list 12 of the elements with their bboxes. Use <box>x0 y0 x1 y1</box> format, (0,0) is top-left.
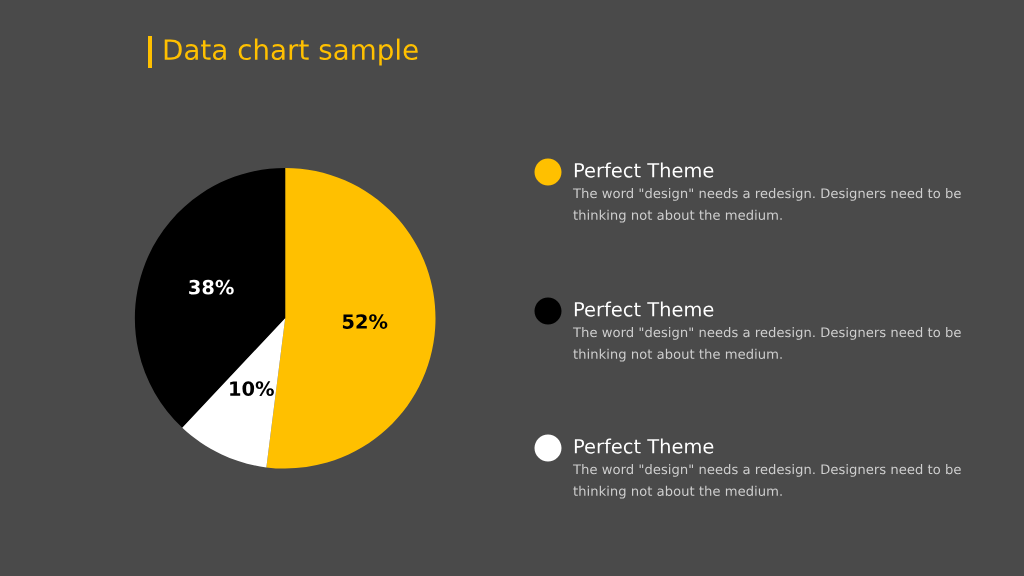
pie-slice <box>182 318 286 468</box>
text: The word "design" needs a redesign. Designers need to be thinking not about the medium. <box>572 188 961 223</box>
text: The word "design" needs a redesign. Designers need to be thinking not about the medium. <box>572 464 961 499</box>
data-label: 52% <box>342 314 388 329</box>
legend-label: Perfect Theme <box>574 438 714 454</box>
pie-slice <box>134 167 286 428</box>
data-label: 38% <box>189 279 234 295</box>
chart-title: Data chart sample <box>164 38 418 66</box>
legend-label: Perfect Theme <box>574 301 714 317</box>
text: The word "design" needs a redesign. Designers need to be thinking not about the medium. <box>572 327 961 362</box>
data-label: 10% <box>230 381 274 396</box>
legend-label: Perfect Theme <box>574 162 714 178</box>
